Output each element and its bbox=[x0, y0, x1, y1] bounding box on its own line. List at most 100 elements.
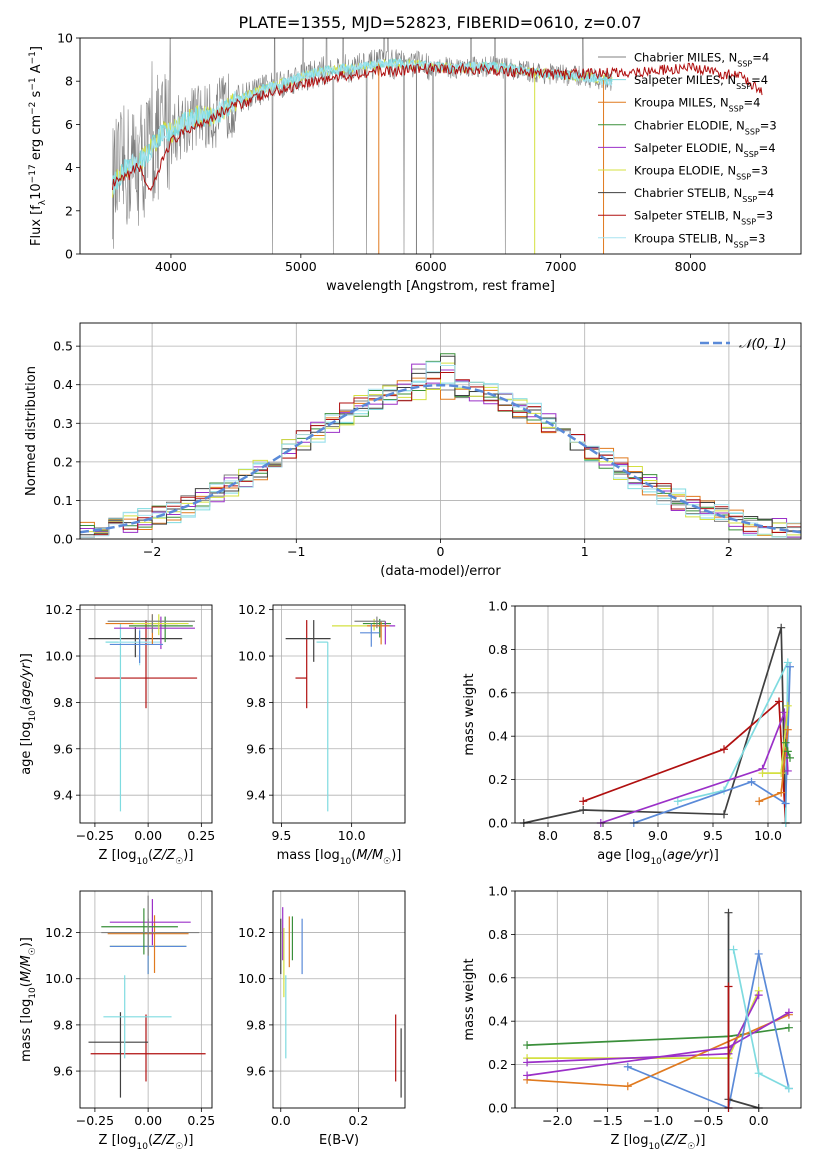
label-part: Z [log bbox=[99, 1133, 137, 1148]
label-part: (data-model)/error bbox=[380, 564, 501, 579]
weight-point-marker bbox=[579, 797, 588, 806]
spectrum-axes: 4000 5000 6000 7000 8000 0 2 4 6 8 10 bbox=[57, 31, 706, 275]
x-tick-label: 9.0 bbox=[648, 828, 668, 843]
spectrum-xlabel: wavelength [Angstrom, rest frame] bbox=[326, 279, 555, 294]
label-part: )] bbox=[183, 1133, 193, 1148]
histograms bbox=[80, 353, 801, 538]
weight-point-marker bbox=[747, 777, 756, 786]
weight-point-marker bbox=[755, 797, 764, 806]
age-vs-mass-axes: 9.5 10.0 9.4 9.6 9.8 10.0 10.2 bbox=[238, 602, 405, 843]
weight-series-line bbox=[677, 662, 789, 824]
label-part: s bbox=[29, 90, 44, 101]
y-tick-label: 10.2 bbox=[238, 602, 266, 617]
mass-vs-EBV-xlabel: E(B-V) bbox=[319, 1133, 359, 1148]
x-tick-label: 2 bbox=[725, 544, 733, 559]
weight-point-marker bbox=[784, 1023, 793, 1032]
x-tick-label: 5000 bbox=[285, 259, 317, 274]
label-part: Z/Z bbox=[152, 848, 176, 863]
label-part: ( bbox=[148, 848, 153, 863]
label-part: mass weight bbox=[462, 673, 477, 755]
x-tick-label: −1.5 bbox=[592, 1113, 622, 1128]
spectrum-frame bbox=[79, 37, 802, 255]
weight-point-marker bbox=[775, 697, 783, 706]
label-part: Flux [f bbox=[29, 205, 44, 246]
y-tick-label: 10.0 bbox=[45, 649, 73, 664]
mass-vs-EBV-frame bbox=[272, 890, 406, 1109]
y-tick-label: 9.8 bbox=[246, 1017, 266, 1032]
model-spectrum-line bbox=[112, 58, 613, 195]
x-tick-label: −0.5 bbox=[693, 1113, 723, 1128]
weight-point-marker bbox=[786, 662, 794, 671]
label-part: age [log bbox=[19, 722, 34, 775]
weight-point-marker bbox=[720, 745, 728, 754]
weight-point-marker bbox=[623, 1082, 632, 1091]
spectrum-ylabel: Flux [fλ10−17 erg cm−2 s−1 A−1] bbox=[28, 46, 48, 246]
label-part: Z [log bbox=[611, 1133, 649, 1148]
weight-point-marker bbox=[783, 725, 792, 734]
legend-entry: 𝒩(0, 1) bbox=[739, 337, 786, 352]
label-part: age [log bbox=[597, 848, 650, 863]
y-tick-label: 10.2 bbox=[45, 602, 73, 617]
weight-point-marker bbox=[781, 799, 790, 808]
legend-sub: SSP bbox=[737, 59, 752, 68]
label-part: 10 bbox=[28, 987, 38, 999]
weight-point-marker bbox=[784, 1084, 793, 1093]
y-tick-label: 0.4 bbox=[53, 377, 73, 392]
weight-point-marker bbox=[724, 908, 733, 917]
y-tick-label: 0.8 bbox=[488, 927, 508, 942]
legend-sub: SSP bbox=[736, 82, 751, 91]
label-part: ( bbox=[19, 982, 34, 987]
weight-series-line bbox=[600, 711, 789, 824]
weight-point-marker bbox=[783, 701, 792, 710]
label-part: )] bbox=[19, 937, 34, 947]
y-tick-label: 0.0 bbox=[488, 1101, 508, 1116]
label-part: ☉ bbox=[175, 1142, 183, 1152]
label-part: mass weight bbox=[462, 958, 477, 1040]
legend-sub: SSP bbox=[734, 240, 749, 249]
mass-vs-Z-xlabel: Z [log10(Z/Z☉)] bbox=[99, 1133, 194, 1152]
y-tick-label: 0.6 bbox=[488, 685, 508, 700]
legend-n: =4 bbox=[757, 186, 774, 200]
label-part: −17 bbox=[28, 164, 38, 183]
label-part: A bbox=[29, 64, 44, 77]
x-tick-label: 0.00 bbox=[134, 1113, 162, 1128]
mass-vs-Z-points bbox=[88, 895, 206, 1098]
legend-n: =4 bbox=[744, 96, 761, 110]
age-vs-Z-ylabel: age [log10(age/yr)] bbox=[19, 653, 38, 775]
label-part: )] bbox=[19, 653, 34, 663]
label-part: ☉ bbox=[28, 947, 38, 955]
legend-n: =3 bbox=[751, 164, 768, 178]
x-tick-label: 7000 bbox=[545, 259, 577, 274]
legend-n: =3 bbox=[756, 209, 773, 223]
weight-point-marker bbox=[754, 1069, 763, 1078]
label-part: age/yr bbox=[667, 848, 710, 863]
label-part: ☉ bbox=[687, 1142, 695, 1152]
label-part: mass [log bbox=[277, 848, 340, 863]
legend-name: Kroupa MILES, N bbox=[634, 96, 729, 110]
mass-vs-EBV-axes: 0.0 0.2 9.6 9.8 10.0 10.2 bbox=[238, 891, 405, 1128]
x-tick-label: 9.5 bbox=[271, 828, 291, 843]
x-tick-label: −1.0 bbox=[643, 1113, 673, 1128]
label-part: ☉ bbox=[175, 857, 183, 867]
y-tick-label: 9.6 bbox=[246, 1064, 266, 1079]
label-part: ( bbox=[19, 705, 34, 710]
y-tick-label: 0.0 bbox=[488, 816, 508, 831]
weight-series-line bbox=[527, 994, 760, 1064]
x-tick-label: 10.0 bbox=[338, 828, 366, 843]
legend-sub: SSP bbox=[744, 149, 759, 158]
x-tick-label: −0.25 bbox=[76, 1113, 114, 1128]
label-part: ] bbox=[29, 46, 44, 51]
label-part: ( bbox=[662, 848, 667, 863]
y-tick-label: 9.8 bbox=[53, 1017, 73, 1032]
label-part: Z [log bbox=[99, 848, 137, 863]
legend-sub: SSP bbox=[736, 172, 751, 181]
x-tick-label: −1 bbox=[287, 544, 305, 559]
legend-name: Salpeter MILES, N bbox=[634, 73, 736, 87]
figure-title: PLATE=1355, MJD=52823, FIBERID=0610, z=0… bbox=[238, 13, 641, 32]
y-tick-label: 0.8 bbox=[488, 642, 508, 657]
x-tick-label: 8000 bbox=[675, 259, 707, 274]
legend-name: Chabrier STELIB, N bbox=[634, 186, 742, 200]
x-tick-label: 9.5 bbox=[703, 828, 723, 843]
